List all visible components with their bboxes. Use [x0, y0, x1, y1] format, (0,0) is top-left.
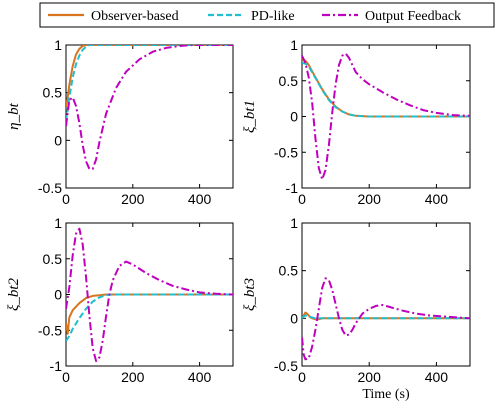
x-tick-label: 400: [425, 191, 449, 207]
y-tick-label: 0.5: [43, 85, 63, 101]
x-tick-label: 0: [62, 369, 70, 385]
y-axis-label: ξ_bt3: [242, 278, 258, 311]
legend-label: PD-like: [251, 9, 295, 24]
series-line-observer-based: [66, 45, 233, 108]
y-tick-label: 0: [54, 287, 62, 303]
series-group: [302, 52, 470, 181]
x-tick-label: 200: [358, 191, 382, 207]
y-axis-label: η_bt: [6, 102, 22, 129]
legend: Observer-based PD-like Output Feedback: [39, 2, 495, 28]
panel-2: 0 200 400 -1 -0.5 0 0.5 1 ξ_bt1: [242, 37, 471, 207]
y-axis-label: ξ_bt1: [242, 100, 258, 133]
y-tick-label: 0.5: [43, 251, 63, 267]
y-tick-label: 1: [54, 37, 62, 53]
y-tick-label: 0: [290, 109, 298, 125]
panel-3: 0 200 400 -1 -0.5 0 0.5 1 ξ_bt2: [6, 215, 234, 385]
y-tick-label: -1: [286, 180, 299, 196]
panel-1: 0 200 400-0.500.51η_bt: [6, 37, 234, 207]
y-tick-label: -0.5: [38, 322, 62, 338]
y-tick-label: 0.5: [279, 73, 299, 89]
x-axis-label: Time (s): [362, 387, 410, 402]
series-group: [302, 277, 470, 361]
y-tick-label: 1: [54, 215, 62, 231]
y-tick-label: 0.5: [279, 263, 299, 279]
y-tick-label: 0: [54, 132, 62, 148]
series-group: [66, 45, 233, 170]
x-tick-label: 200: [358, 369, 382, 385]
series-line-pd-like: [302, 61, 470, 118]
x-tick-label: 0: [298, 369, 306, 385]
x-tick-label: 0: [62, 191, 70, 207]
x-tick-label: 0: [298, 191, 306, 207]
legend-label: Output Feedback: [365, 9, 461, 24]
y-tick-label: 1: [290, 37, 298, 53]
x-tick-label: 200: [121, 191, 145, 207]
x-tick-label: 400: [425, 369, 449, 385]
x-tick-label: 200: [121, 369, 145, 385]
y-tick-label: -1: [50, 358, 63, 374]
series-line-observer-based: [66, 293, 233, 335]
legend-box: [39, 2, 495, 28]
series-group: [66, 227, 233, 362]
y-tick-label: -0.5: [38, 180, 62, 196]
series-line-observer-based: [302, 58, 470, 118]
legend-label: Observer-based: [91, 9, 179, 24]
y-tick-label: 1: [290, 215, 298, 231]
x-tick-label: 400: [188, 369, 212, 385]
axes-frame: [301, 222, 471, 367]
series-line-pd-like: [302, 314, 470, 320]
axes-frame: [65, 44, 234, 189]
y-tick-label: 0: [290, 310, 298, 326]
series-line-output-feedback: [302, 277, 470, 361]
series-line-output-feedback: [66, 45, 233, 170]
series-line-output-feedback: [302, 52, 470, 181]
y-axis-label: ξ_bt2: [6, 277, 22, 311]
x-tick-label: 400: [188, 191, 212, 207]
series-line-pd-like: [66, 45, 233, 122]
y-tick-label: -0.5: [274, 144, 298, 160]
series-line-output-feedback: [66, 227, 233, 362]
y-tick-label: -0.5: [274, 358, 298, 374]
